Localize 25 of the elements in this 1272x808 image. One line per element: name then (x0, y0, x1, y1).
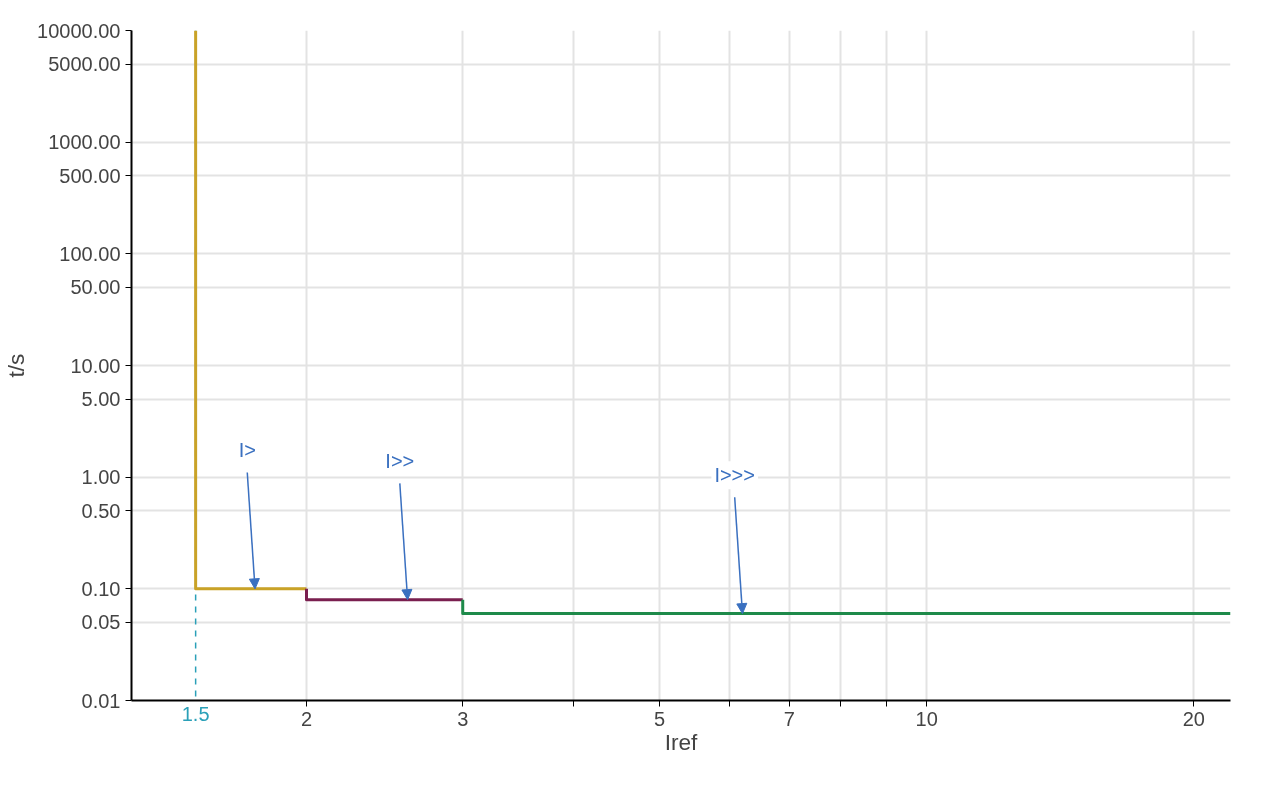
y-tick-label: 1.00 (81, 466, 121, 489)
x-axis-title: Iref (664, 728, 699, 755)
y-tick-label: 0.05 (81, 611, 121, 634)
y-tick-label: 0.50 (81, 499, 121, 522)
x-tick-label: 5 (654, 707, 666, 730)
y-tick-label: 500.00 (59, 164, 121, 187)
y-tick-label: 0.01 (81, 689, 121, 712)
annotation: I> (238, 439, 256, 462)
x-tick-label: 20 (1182, 707, 1205, 730)
x-tick-label: 10 (915, 707, 938, 730)
x-tick-label: 2 (300, 707, 313, 730)
annotation: I>>> (714, 464, 755, 487)
annotation: I>> (385, 450, 415, 473)
y-tick-label: 10.00 (70, 354, 121, 377)
y-tick-label: 50.00 (70, 276, 121, 299)
y-tick-label: 10000.00 (37, 19, 121, 42)
y-tick-label: 5.00 (81, 388, 121, 411)
y-tick-label: 0.10 (81, 577, 121, 600)
y-axis-title: t/s (3, 353, 30, 378)
ref-line-label: 1.5 (181, 702, 210, 725)
x-tick-label: 3 (457, 707, 469, 730)
y-tick-label: 100.00 (59, 242, 121, 265)
y-tick-label: 1000.00 (48, 131, 121, 154)
x-tick-label: 7 (783, 707, 795, 730)
y-tick-label: 5000.00 (48, 53, 121, 76)
